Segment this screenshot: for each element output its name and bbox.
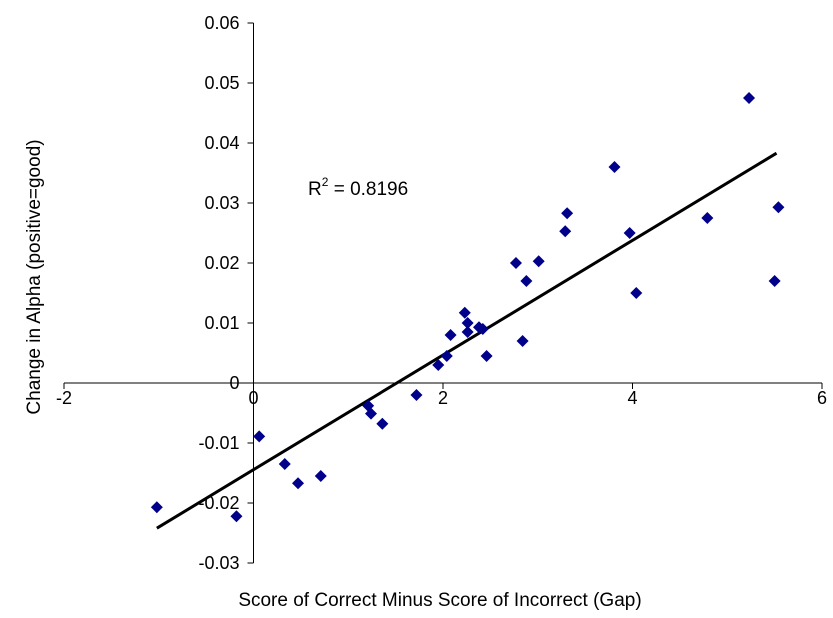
y-tick-label: 0.02 (204, 253, 239, 273)
data-point (278, 458, 291, 470)
data-point (364, 407, 377, 420)
x-tick-label: 2 (438, 388, 448, 408)
y-tick-label: 0.03 (204, 193, 239, 213)
data-point (410, 389, 423, 401)
x-tick-label: 0 (248, 388, 258, 408)
data-point (743, 92, 756, 104)
data-point (520, 275, 533, 287)
r-squared-prefix: R (308, 179, 322, 200)
tick-labels: -2 0 2 4 6 -0.03 -0.02 -0.01 0 0.01 0.02 0.03 0.04 0.… (56, 13, 827, 573)
y-tick-label: 0.04 (204, 133, 239, 153)
data-point (532, 255, 545, 268)
y-tick-label: 0.06 (204, 13, 239, 33)
data-point (509, 257, 522, 269)
data-point (476, 323, 489, 335)
y-axis-title: Change in Alpha (positive=good) (24, 139, 45, 414)
ticks (63, 22, 823, 564)
x-axis-title: Score of Correct Minus Score of Incorrec… (238, 590, 641, 611)
data-point (230, 510, 243, 523)
x-tick-label: -2 (56, 388, 72, 408)
data-point (516, 335, 529, 347)
y-tick-label: 0.01 (204, 313, 239, 333)
data-point (314, 470, 327, 482)
data-point (440, 350, 453, 362)
r-squared-superscript: 2 (322, 175, 329, 189)
data-point (461, 317, 474, 329)
data-point (561, 207, 574, 220)
y-tick-label: -0.02 (198, 493, 239, 513)
data-point (630, 287, 643, 299)
data-point (701, 212, 714, 224)
data-point (458, 306, 471, 319)
data-point (253, 430, 266, 443)
y-tick-label: 0 (229, 373, 239, 393)
data-point (480, 350, 493, 362)
x-tick-label: 4 (627, 388, 637, 408)
r-squared-value: = 0.8196 (328, 179, 408, 200)
y-tick-label: -0.03 (198, 553, 239, 573)
data-point (150, 501, 163, 514)
trendline (156, 151, 778, 530)
data-points (150, 92, 785, 523)
y-tick-label: -0.01 (198, 433, 239, 453)
data-point (623, 227, 636, 239)
data-point (444, 329, 457, 341)
y-tick-label: 0.05 (204, 73, 239, 93)
data-point (292, 477, 305, 490)
r-squared-annotation: R2 = 0.8196 (308, 175, 408, 200)
data-point (432, 359, 445, 371)
data-point (772, 201, 785, 214)
data-point (461, 326, 474, 338)
x-tick-label: 6 (817, 388, 827, 408)
data-point (559, 225, 572, 238)
data-point (376, 417, 389, 430)
data-point (768, 275, 781, 287)
axes (64, 23, 822, 563)
data-point (608, 161, 621, 173)
